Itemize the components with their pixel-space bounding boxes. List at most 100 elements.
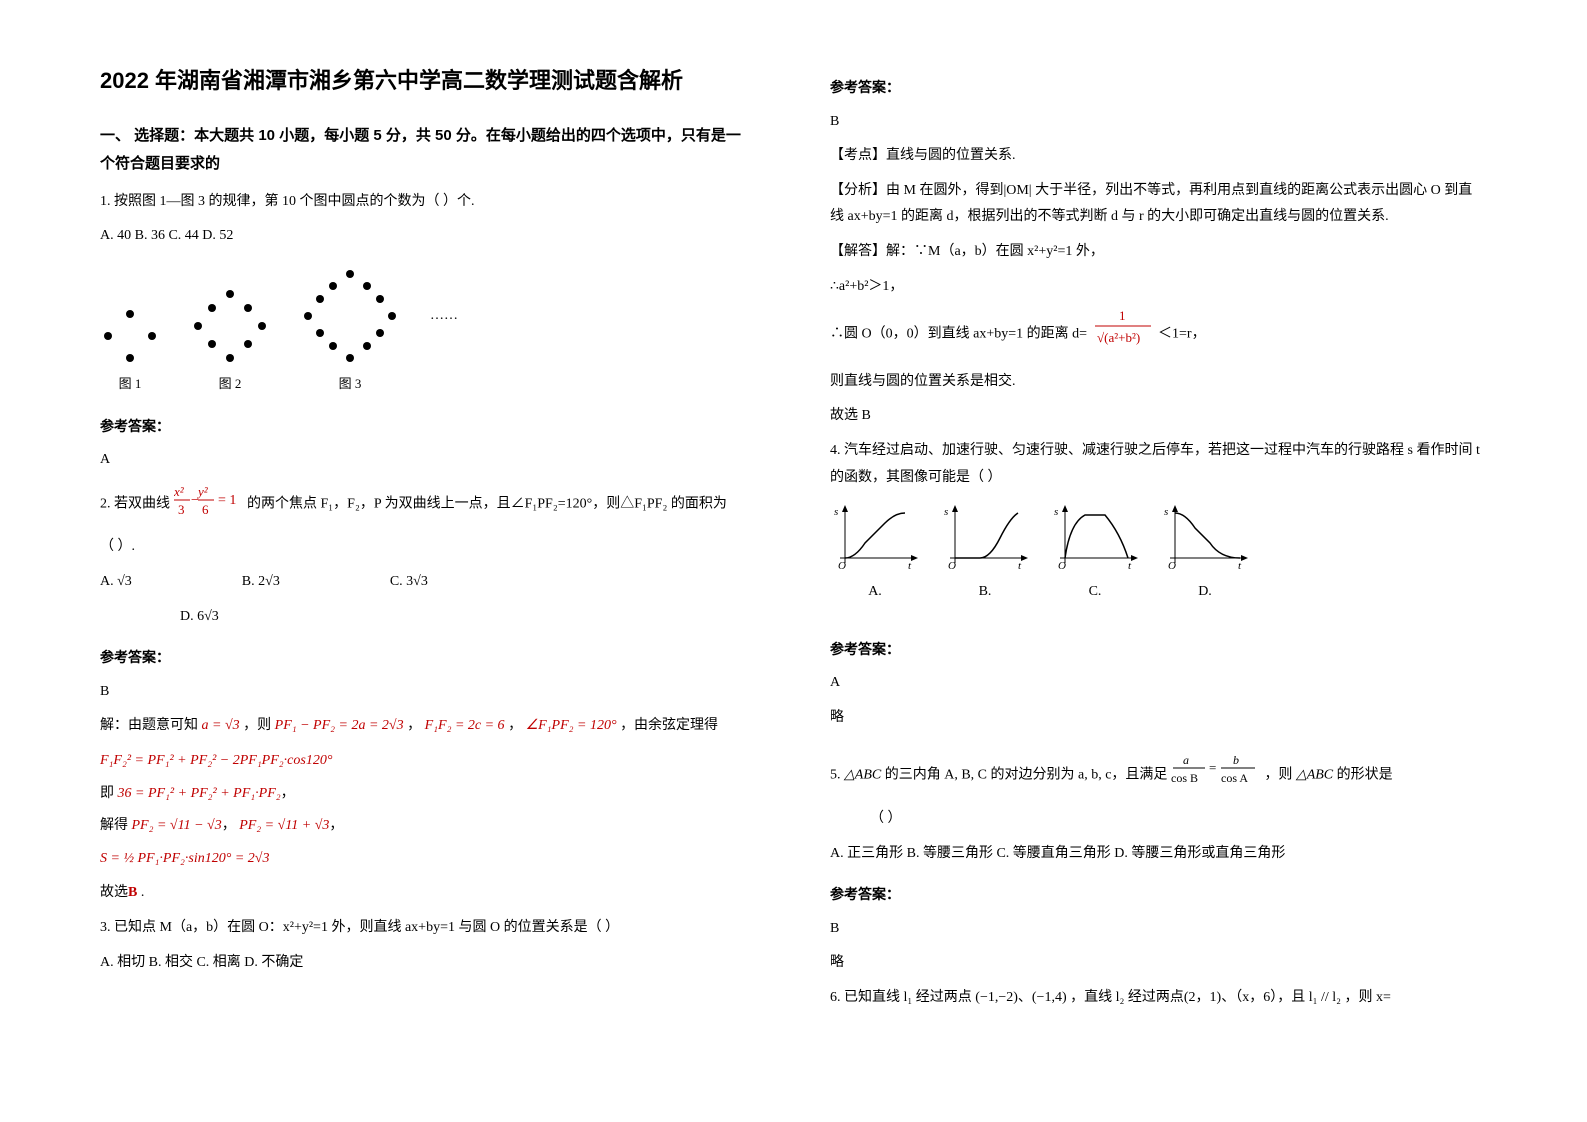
svg-text:s: s [1054, 506, 1058, 518]
fig3-label: 图 3 [339, 372, 362, 397]
q5-ans-label: 参考答案： [830, 881, 1480, 908]
q2-f2-line: 即 36 = PF₁² + PF₂² + PF₁·PF₂， [100, 781, 750, 808]
q2-stem: 2. 若双曲线 x²y²3−6= 1 的两个焦点 F₁，F₂，P 为双曲线上一点… [100, 482, 750, 527]
curve-b-icon: s t O [940, 503, 1030, 573]
q5-stem: 5. △ABC 的三内角 A, B, C 的对边分别为 a, b, c，且满足 … [830, 752, 1480, 799]
m-pf2b: PF₂ = √11 + √3 [239, 818, 329, 833]
q3-p2: 【分析】由 M 在圆外，得到|OM| 大于半径，列出不等式，再利用点到直线的距离… [830, 178, 1480, 231]
label-c: C. [1089, 579, 1102, 606]
svg-text:t: t [1238, 560, 1242, 572]
svg-text:6: 6 [202, 502, 209, 516]
q3-p7: 故选 B [830, 403, 1480, 430]
q6-stem: 6. 已知直线 l₁ 经过两点 (−1,−2)、(−1,4) ，直线 l₂ 经过… [830, 985, 1480, 1012]
q2-f2: 36 = PF₁² + PF₂² + PF₁·PF₂ [118, 786, 281, 801]
q2-ans-label: 参考答案： [100, 644, 750, 671]
hyperbola-eq: x²y²3−6= 1 [174, 482, 244, 527]
q5-a: 5. [830, 767, 844, 782]
q1-ans: A [100, 447, 750, 474]
q2-concl-line: 故选B . [100, 880, 750, 907]
m-pf2: PF₂ = √11 − √3 [132, 818, 222, 833]
q4-graphs: s t O A. s t O B. [830, 503, 1480, 606]
q6-a: 6. 已知直线 l₁ 经过两点 [830, 990, 972, 1005]
q2-optC: C. 3√3 [390, 569, 428, 596]
q2-f1: F₁F₂² = PF₁² + PF₂² − 2PF₁PF₂·cos120° [100, 748, 750, 775]
svg-text:√(a²+b²): √(a²+b²) [1097, 330, 1140, 345]
q3-p1: 【考点】直线与圆的位置关系. [830, 143, 1480, 170]
svg-text:t: t [1018, 560, 1022, 572]
right-column: 参考答案： B 【考点】直线与圆的位置关系. 【分析】由 M 在圆外，得到|OM… [830, 60, 1480, 1020]
fig1-label: 图 1 [119, 372, 142, 397]
fraction-dist: 1 √(a²+b²) [1091, 308, 1155, 361]
q3-opts: A. 相切 B. 相交 C. 相离 D. 不确定 [100, 950, 750, 977]
q1-ans-label: 参考答案： [100, 413, 750, 440]
q3-stem: 3. 已知点 M（a，b）在圆 O：x²+y²=1 外，则直线 ax+by=1 … [100, 915, 750, 942]
dots-icon-3 [300, 266, 400, 366]
q5-gap: （ ） [830, 806, 1480, 833]
cos-fraction: a cos B = b cos A [1171, 752, 1261, 799]
m-ang: ∠F₁PF₂ = 120° [526, 718, 617, 733]
svg-text:s: s [834, 506, 838, 518]
svg-text:s: s [944, 506, 948, 518]
svg-text:= 1: = 1 [218, 493, 236, 508]
q3-p5: ∴圆 O（0，0）到直线 ax+by=1 的距离 d= 1 √(a²+b²) ＜… [830, 308, 1480, 361]
q3-p5a: ∴圆 O（0，0）到直线 ax+by=1 的距离 d= [830, 327, 1087, 342]
q1-options: A. 40 B. 36 C. 44 D. 52 [100, 223, 750, 250]
doc-title: 2022 年湖南省湘潭市湘乡第六中学高二数学理测试题含解析 [100, 60, 750, 102]
q3-p4: ∴a²+b²＞1， [830, 274, 1480, 301]
q2-opts-row1: A. √3 B. 2√3 C. 3√3 [100, 569, 750, 596]
svg-text:1: 1 [1119, 308, 1126, 323]
q6-b: ，直线 l₂ 经过两点(2，1)、（x，6），且 l₁ // l₂ ，则 x= [1070, 990, 1391, 1005]
fig-1: 图 1 [100, 306, 160, 397]
q5-b: 的三内角 A, B, C 的对边分别为 a, b, c，且满足 [885, 767, 1171, 782]
svg-text:O: O [948, 560, 956, 572]
q5-opts: A. 正三角形 B. 等腰三角形 C. 等腰直角三角形 D. 等腰三角形或直角三… [830, 841, 1480, 868]
q2-expl1c: ， [407, 718, 421, 733]
q5-c: ，则 [1264, 767, 1292, 782]
q2-ans: B [100, 679, 750, 706]
dots-icon-2 [190, 286, 270, 366]
m-diff: PF₁ − PF₂ = 2a = 2√3 [275, 718, 404, 733]
graph-d: s t O D. [1160, 503, 1250, 606]
q2-expl1d: ， [508, 718, 522, 733]
q2-optA: A. √3 [100, 569, 132, 596]
curve-d-icon: s t O [1160, 503, 1250, 573]
q2-concl: 故选 [100, 885, 128, 900]
q3-ans: B [830, 109, 1480, 136]
q2-optB: B. 2√3 [242, 569, 280, 596]
label-d: D. [1198, 579, 1212, 606]
label-a: A. [868, 579, 882, 606]
curve-a-icon: s t O [830, 503, 920, 573]
q2-expl-line1: 解：由题意可知 a = √3 ，则 PF₁ − PF₂ = 2a = 2√3 ，… [100, 713, 750, 740]
q2-concl-b: B [128, 885, 137, 900]
section-1-heading: 一、 选择题：本大题共 10 小题，每小题 5 分，共 50 分。在每小题给出的… [100, 122, 750, 179]
q2-stem-b: 的两个焦点 F₁，F₂，P 为双曲线上一点，且∠F₁PF₂=120°，则△F₁P… [247, 496, 727, 511]
fig2-label: 图 2 [219, 372, 242, 397]
svg-text:a: a [1183, 753, 1189, 767]
svg-text:−: − [191, 493, 199, 508]
q2-stem-c: （ ）. [100, 534, 750, 561]
q6-pts: (−1,−2)、(−1,4) [975, 990, 1066, 1005]
left-column: 2022 年湖南省湘潭市湘乡第六中学高二数学理测试题含解析 一、 选择题：本大题… [100, 60, 750, 1020]
svg-text:cos A: cos A [1221, 771, 1248, 785]
svg-text:O: O [1058, 560, 1066, 572]
dots-icon-1 [100, 306, 160, 366]
q2-expl3a: 解得 [100, 818, 128, 833]
q4-ans: A [830, 670, 1480, 697]
graph-b: s t O B. [940, 503, 1030, 606]
svg-text:t: t [1128, 560, 1132, 572]
q4-stem: 4. 汽车经过启动、加速行驶、匀速行驶、减速行驶之后停车，若把这一过程中汽车的行… [830, 438, 1480, 491]
q3-ans-label: 参考答案： [830, 74, 1480, 101]
q3-p3: 【解答】解：∵M（a，b）在圆 x²+y²=1 外， [830, 239, 1480, 266]
q1-figures: 图 1 图 2 图 [100, 266, 750, 397]
q2-expl1: 解：由题意可知 [100, 718, 198, 733]
q5-d: 的形状是 [1337, 767, 1393, 782]
svg-text:O: O [838, 560, 846, 572]
q4-brief: 略 [830, 705, 1480, 732]
m-a: a = √3 [202, 718, 240, 733]
fig-3: 图 3 [300, 266, 400, 397]
q2-stem-a: 2. 若双曲线 [100, 496, 174, 511]
graph-c: s t O C. [1050, 503, 1140, 606]
svg-text:3: 3 [178, 502, 185, 516]
q2-f-pf: 解得 PF₂ = √11 − √3， PF₂ = √11 + √3， [100, 813, 750, 840]
m-ff: F₁F₂ = 2c = 6 [425, 718, 505, 733]
